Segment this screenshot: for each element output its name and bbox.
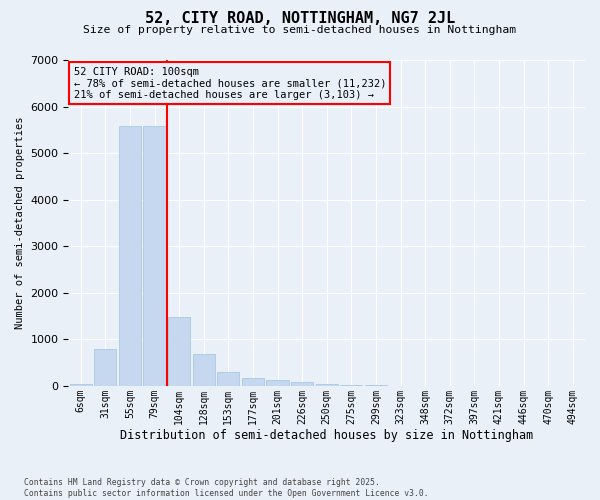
Bar	[316, 384, 338, 386]
Bar	[242, 378, 264, 386]
Bar	[94, 348, 116, 386]
Bar	[217, 372, 239, 386]
X-axis label: Distribution of semi-detached houses by size in Nottingham: Distribution of semi-detached houses by …	[120, 430, 533, 442]
Bar	[291, 382, 313, 386]
Bar	[266, 380, 289, 386]
Text: Contains HM Land Registry data © Crown copyright and database right 2025.
Contai: Contains HM Land Registry data © Crown c…	[24, 478, 428, 498]
Text: Size of property relative to semi-detached houses in Nottingham: Size of property relative to semi-detach…	[83, 25, 517, 35]
Text: 52, CITY ROAD, NOTTINGHAM, NG7 2JL: 52, CITY ROAD, NOTTINGHAM, NG7 2JL	[145, 11, 455, 26]
Bar	[119, 126, 141, 386]
Text: 52 CITY ROAD: 100sqm
← 78% of semi-detached houses are smaller (11,232)
21% of s: 52 CITY ROAD: 100sqm ← 78% of semi-detac…	[74, 66, 386, 100]
Bar	[168, 317, 190, 386]
Bar	[340, 385, 362, 386]
Bar	[193, 354, 215, 386]
Y-axis label: Number of semi-detached properties: Number of semi-detached properties	[15, 116, 25, 329]
Bar	[70, 384, 92, 386]
Bar	[143, 126, 166, 386]
